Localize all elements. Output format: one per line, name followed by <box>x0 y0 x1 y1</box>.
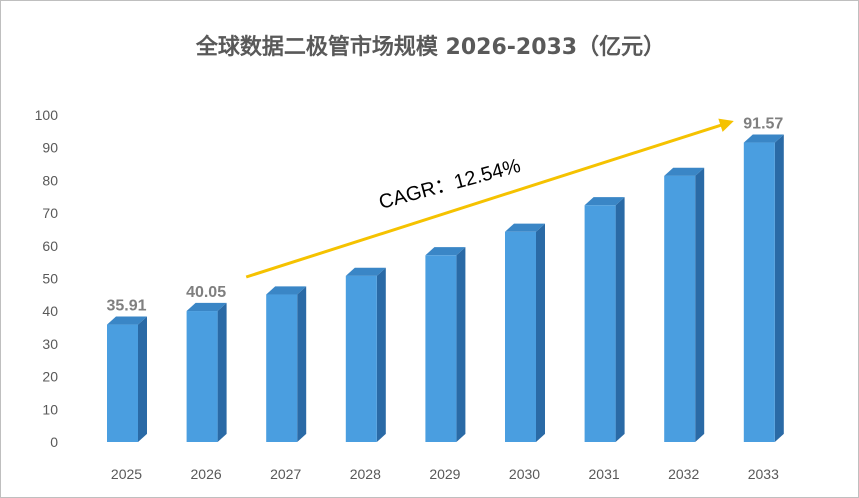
cagr-arrow-line <box>245 121 729 279</box>
cagr-annotation: CAGR：12.54% <box>377 155 524 214</box>
cagr-arrow-head <box>718 118 734 132</box>
bar-top <box>505 223 545 232</box>
bar <box>505 231 536 442</box>
y-tick-label: 30 <box>42 336 58 352</box>
y-tick-label: 50 <box>42 271 58 287</box>
x-tick-label: 2031 <box>589 466 620 482</box>
bar-side <box>536 223 545 442</box>
x-tick-label: 2028 <box>350 466 381 482</box>
bar-side <box>376 267 386 442</box>
bar-side <box>217 302 227 442</box>
y-tick-label: 90 <box>42 140 58 156</box>
x-tick-label: 2027 <box>270 466 301 482</box>
bar-side <box>297 286 307 442</box>
bar-top <box>584 197 625 206</box>
y-tick-label: 0 <box>50 434 58 450</box>
x-tick-label: 2029 <box>429 466 460 482</box>
bar-top <box>107 316 147 325</box>
y-tick-label: 100 <box>35 107 59 123</box>
bar <box>743 142 775 442</box>
data-label: 40.05 <box>186 284 226 301</box>
bar <box>584 205 616 442</box>
bar <box>266 294 298 442</box>
y-tick-label: 80 <box>42 172 58 188</box>
x-tick-label: 2033 <box>748 466 779 482</box>
x-tick-label: 2026 <box>191 466 222 482</box>
bar-side <box>774 134 784 442</box>
bar-side <box>695 167 705 443</box>
bar-top <box>266 286 307 295</box>
bar-top <box>186 302 227 312</box>
bar-top <box>345 267 386 276</box>
bar-side <box>615 197 625 442</box>
y-tick-label: 70 <box>42 205 58 221</box>
y-tick-label: 10 <box>42 401 58 417</box>
bar <box>425 255 457 442</box>
bar-top <box>743 134 784 143</box>
y-tick-label: 20 <box>42 369 58 385</box>
bar-side <box>138 316 147 442</box>
chart-title: 全球数据二极管市场规模 2026-2033（亿元） <box>195 35 666 60</box>
x-tick-label: 2032 <box>668 466 699 482</box>
bar <box>345 275 377 442</box>
bar-top <box>425 247 466 256</box>
y-tick-label: 40 <box>42 303 58 319</box>
x-tick-label: 2025 <box>111 466 142 482</box>
bar-top <box>664 167 705 176</box>
x-tick-label: 2030 <box>509 466 540 482</box>
data-label: 91.57 <box>743 116 783 133</box>
bar <box>107 324 138 442</box>
y-tick-label: 60 <box>42 238 58 254</box>
bar <box>186 311 218 442</box>
bar <box>664 175 696 442</box>
data-label: 35.91 <box>106 298 146 315</box>
bar-side <box>456 247 466 442</box>
